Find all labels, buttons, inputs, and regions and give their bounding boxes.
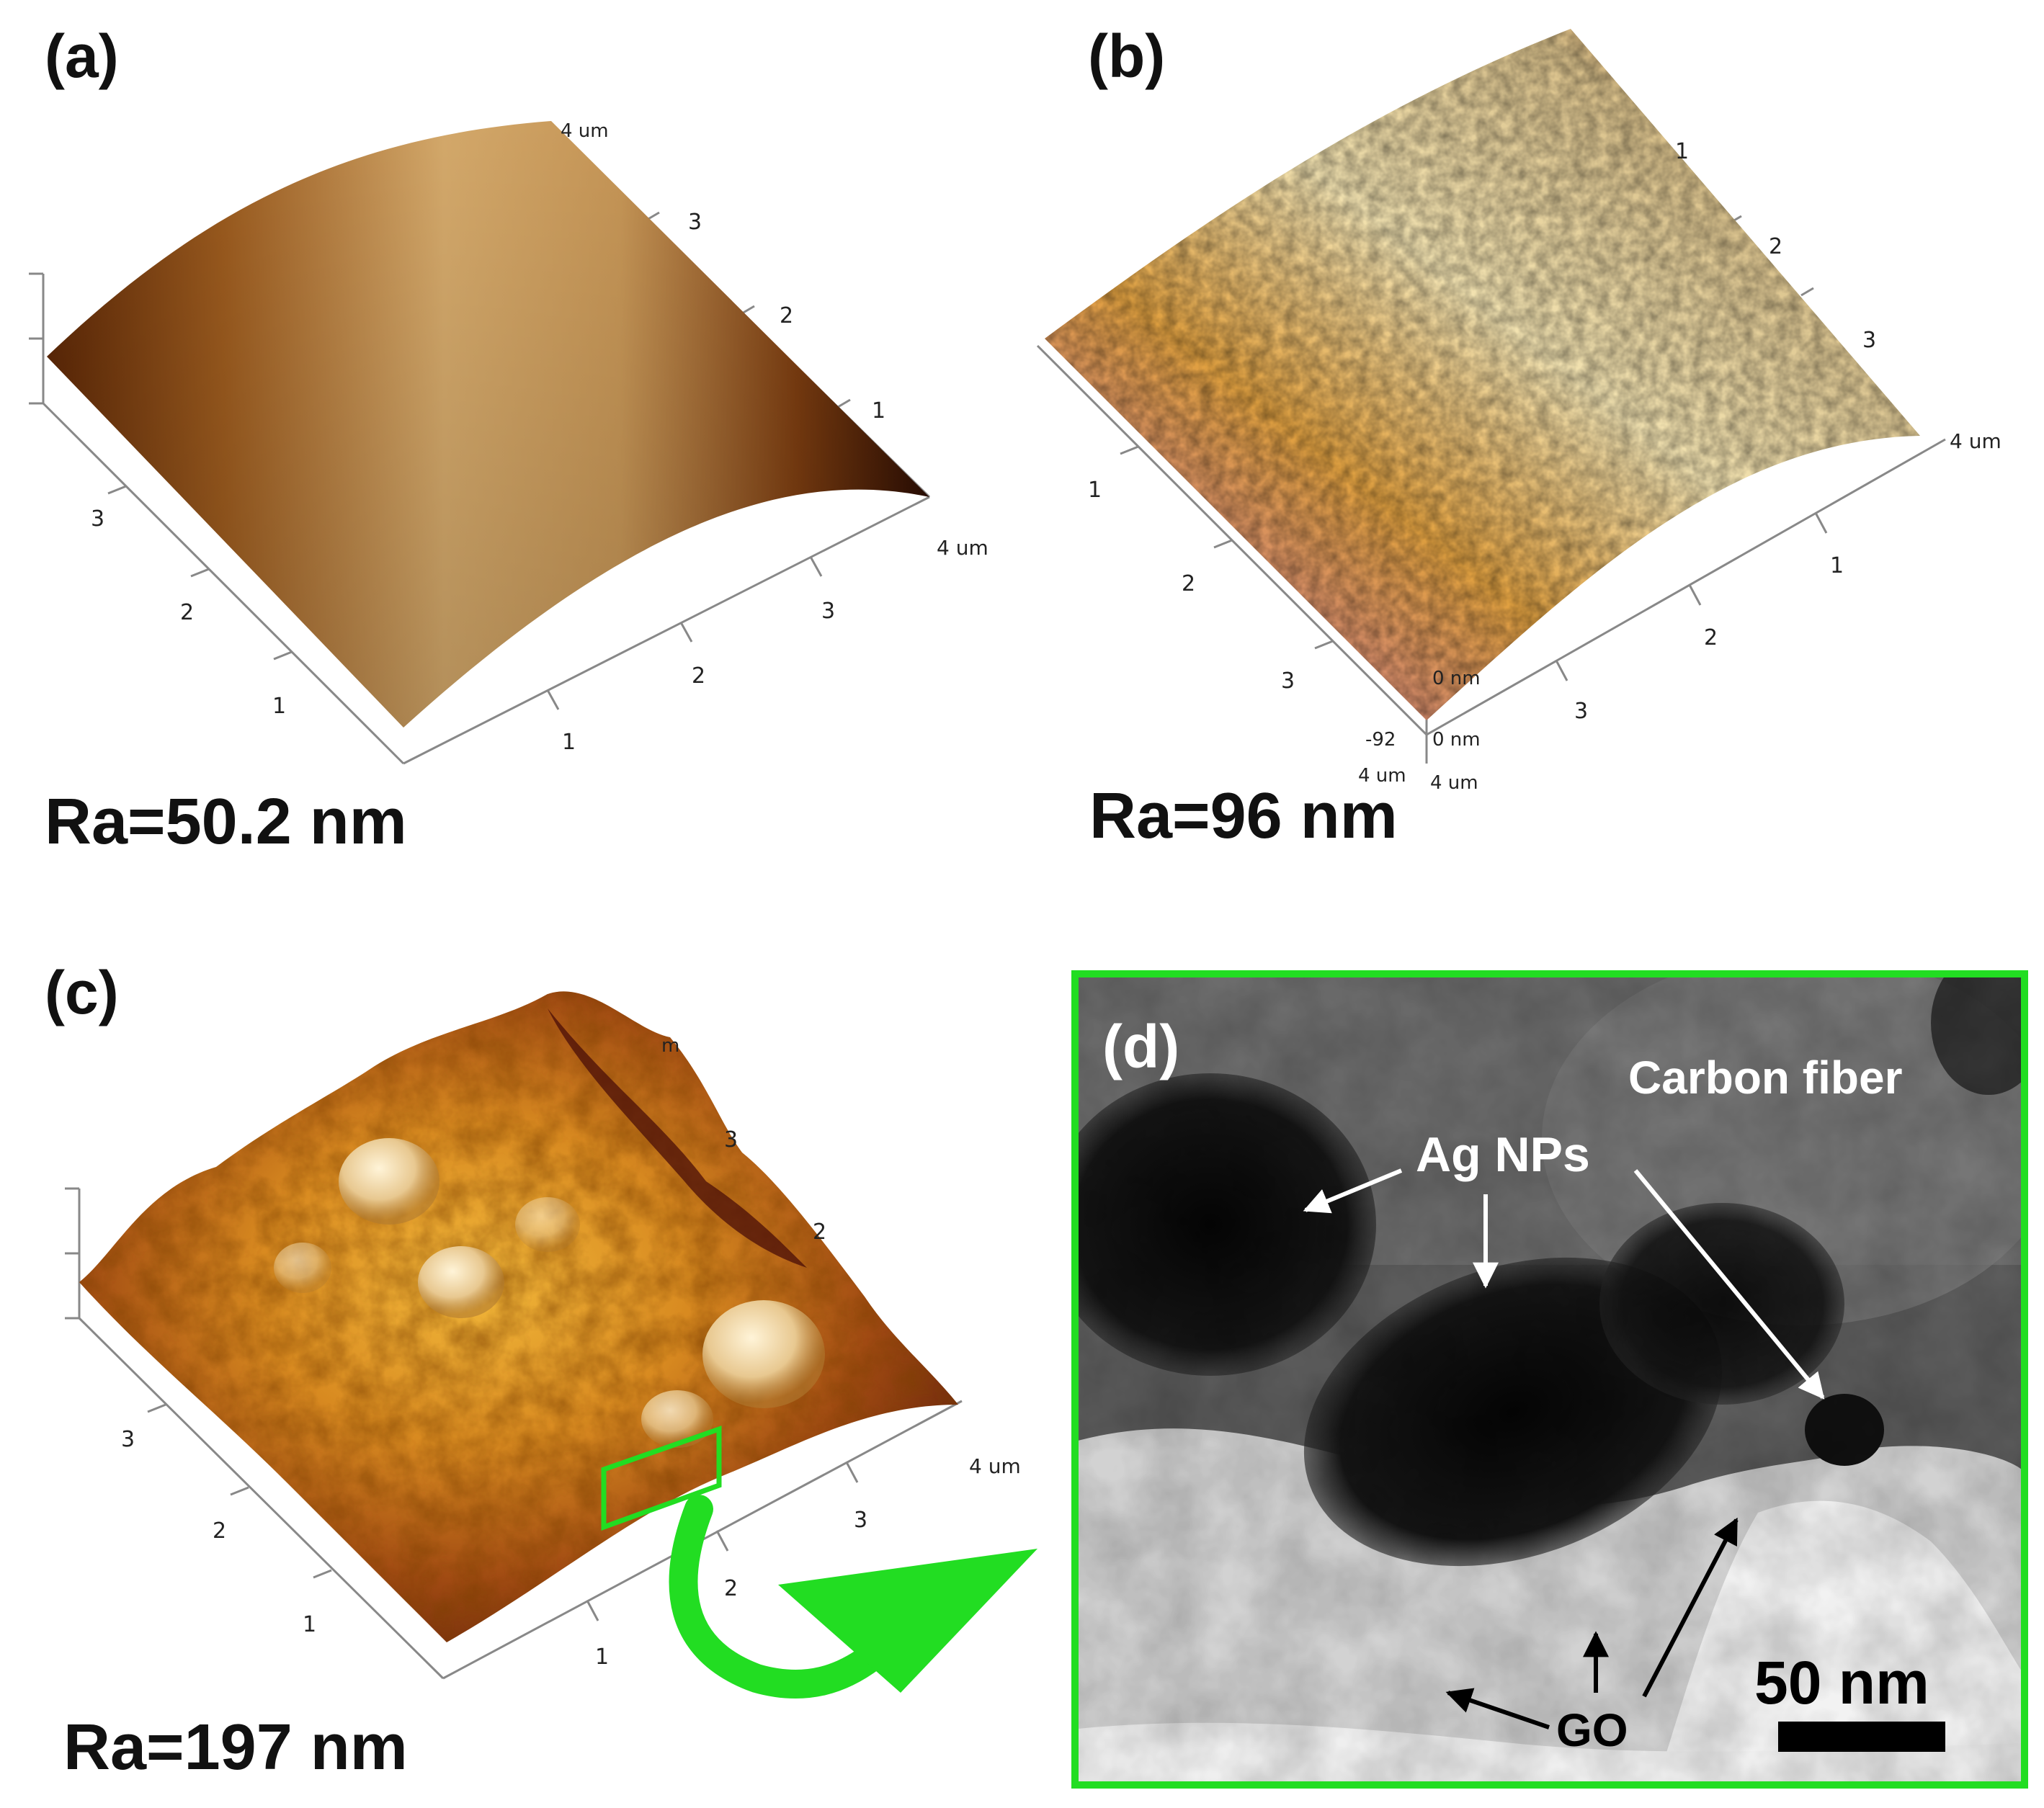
panel-b-z-label-bottom: -92 bbox=[1365, 729, 1396, 751]
panel-d-frame bbox=[1071, 970, 2028, 1789]
panel-a-axis-end-right: 4 um bbox=[937, 536, 988, 560]
panel-c-tick-left-1: 1 bbox=[303, 1612, 316, 1637]
panel-c-bump bbox=[641, 1390, 713, 1448]
highlight-arrow bbox=[669, 1495, 1037, 1699]
panel-b-axis-end-bottom-right: 4 um bbox=[1430, 772, 1478, 794]
panel-d-texture bbox=[1078, 977, 2022, 1782]
panel-a-axis-end-top: 4 um bbox=[561, 120, 609, 142]
panel-b-z-label-top: 0 nm bbox=[1432, 668, 1481, 689]
highlight-arrow-head bbox=[778, 1549, 1037, 1693]
panel-b-tick-left-3: 3 bbox=[1281, 668, 1295, 694]
panel-c-axis-end-top: m bbox=[661, 1035, 679, 1057]
panel-b-z-label-bottom-unit: 0 nm bbox=[1432, 729, 1481, 751]
panel-c-tick-front-2: 2 bbox=[724, 1576, 738, 1601]
panel-a-tick-right-3: 3 bbox=[688, 210, 702, 235]
panel-a-letter: (a) bbox=[45, 22, 119, 90]
panel-d: (d) Carbon fiber Ag NPs GO 50 nm bbox=[1071, 970, 2028, 1789]
panel-a-tick-left-1: 1 bbox=[272, 694, 286, 719]
panel-c-axis-end-right: 4 um bbox=[969, 1454, 1021, 1478]
panel-b-tick-front-3: 3 bbox=[1574, 699, 1588, 724]
panel-c-bump bbox=[339, 1138, 439, 1225]
panel-a-tick-right-2: 2 bbox=[780, 303, 793, 328]
panel-d-scale-bar bbox=[1778, 1722, 1945, 1752]
panel-b-tick-front-2: 2 bbox=[1704, 625, 1718, 650]
panel-b-tick-right-2: 2 bbox=[1769, 234, 1782, 259]
panel-d-arrow-go-1 bbox=[1445, 1688, 1550, 1729]
panel-c-roughness: Ra=197 nm bbox=[63, 1711, 408, 1784]
panel-a-tick-front-2: 2 bbox=[692, 663, 705, 689]
panel-d-arrow-ag-1 bbox=[1303, 1168, 1403, 1214]
panel-a: 1 2 3 4 um 1 2 3 1 2 3 4 um bbox=[29, 120, 988, 765]
panel-c: 1 2 3 1 2 3 4 um 2 3 m bbox=[65, 991, 1021, 1680]
panel-b-axis-end-right: 4 um bbox=[1950, 429, 2001, 453]
panel-d-letter: (d) bbox=[1102, 1013, 1179, 1080]
panel-a-tick-left-3: 3 bbox=[91, 506, 104, 532]
panel-b-tick-right-3: 3 bbox=[1862, 328, 1876, 353]
panel-b-tick-front-1: 1 bbox=[1830, 553, 1844, 578]
panel-a-roughness: Ra=50.2 nm bbox=[45, 786, 407, 858]
panel-b-tick-left-1: 1 bbox=[1088, 478, 1102, 503]
panel-b-surface-texture bbox=[1045, 29, 1920, 720]
panel-b-axes bbox=[1036, 143, 1946, 764]
panel-d-label-go: GO bbox=[1556, 1704, 1628, 1756]
panel-c-surface-texture bbox=[79, 991, 958, 1642]
panel-b-roughness: Ra=96 nm bbox=[1089, 780, 1398, 852]
panel-c-selection-box bbox=[601, 1426, 722, 1531]
panel-c-tick-left-3: 3 bbox=[121, 1427, 135, 1452]
panel-b-tick-left-2: 2 bbox=[1182, 571, 1195, 596]
panel-c-bump bbox=[702, 1300, 825, 1408]
panel-d-arrow-ag-3 bbox=[1633, 1169, 1825, 1400]
panel-c-tick-front-1: 1 bbox=[595, 1644, 609, 1670]
panel-d-label-carbon-fiber: Carbon fiber bbox=[1628, 1052, 1902, 1104]
panel-d-label-ag-nps: Ag NPs bbox=[1416, 1127, 1590, 1182]
panel-c-tick-right-2: 2 bbox=[813, 1219, 826, 1245]
panel-b-axis-end-bottom-left: 4 um bbox=[1358, 765, 1406, 787]
panel-a-tick-front-1: 1 bbox=[562, 730, 576, 755]
panel-b-letter: (b) bbox=[1088, 22, 1166, 90]
panel-c-letter: (c) bbox=[45, 959, 119, 1026]
panel-b: 1 2 3 1 2 3 4 um 1 2 3 0 nm -92 0 nm 4 u… bbox=[1036, 29, 2001, 794]
panel-a-surface-shade bbox=[47, 121, 929, 728]
panel-c-bump bbox=[274, 1243, 331, 1293]
panel-c-bump bbox=[515, 1197, 580, 1252]
panel-a-tick-left-2: 2 bbox=[180, 600, 194, 625]
panel-c-tick-front-3: 3 bbox=[854, 1508, 867, 1533]
panel-b-tick-right-1: 1 bbox=[1675, 139, 1689, 164]
panel-a-tick-right-1: 1 bbox=[872, 398, 885, 424]
panel-d-scale-label: 50 nm bbox=[1754, 1649, 1929, 1717]
highlight-arrow-body bbox=[669, 1495, 886, 1699]
panel-c-bump bbox=[418, 1246, 504, 1318]
panel-d-arrow-go-3 bbox=[1642, 1517, 1739, 1698]
panel-c-tick-left-2: 2 bbox=[213, 1518, 226, 1544]
panel-a-tick-front-3: 3 bbox=[821, 599, 835, 624]
panel-c-tick-right-3: 3 bbox=[724, 1127, 738, 1153]
